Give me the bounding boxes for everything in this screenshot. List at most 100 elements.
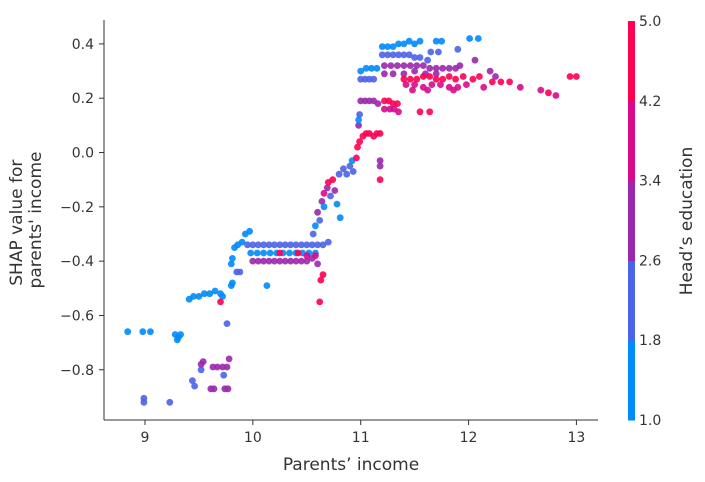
data-point: [405, 51, 413, 59]
data-point: [260, 257, 267, 265]
data-point: [545, 89, 552, 97]
data-point: [319, 241, 327, 249]
data-point: [238, 238, 246, 246]
data-point: [312, 252, 319, 260]
data-point: [271, 257, 278, 265]
data-point: [389, 70, 397, 78]
data-point: [389, 43, 397, 50]
data-point: [298, 257, 305, 265]
data-point: [395, 108, 402, 116]
data-point: [376, 176, 384, 184]
y-axis-label: SHAP value for parents' income: [7, 152, 46, 289]
data-point: [124, 328, 132, 336]
data-point: [395, 40, 402, 48]
data-point: [177, 331, 185, 338]
data-point: [400, 51, 408, 59]
data-point: [427, 48, 435, 56]
data-point: [229, 255, 236, 262]
x-tick-label: 11: [352, 430, 370, 446]
data-point: [428, 81, 436, 88]
data-point: [445, 64, 453, 72]
data-point: [276, 241, 284, 249]
data-point: [384, 51, 392, 59]
data-point: [376, 130, 384, 137]
data-point: [199, 358, 207, 365]
data-point: [308, 241, 316, 249]
data-point: [362, 64, 370, 72]
data-point: [197, 366, 205, 374]
data-point: [353, 154, 360, 162]
data-point: [378, 43, 386, 50]
data-point: [287, 241, 294, 249]
data-point: [229, 279, 236, 287]
data-point: [260, 241, 267, 249]
data-point: [327, 192, 334, 200]
colorbar-segment: [628, 21, 635, 102]
data-point: [281, 257, 289, 265]
data-point: [492, 73, 499, 80]
data-point: [450, 86, 457, 94]
data-point: [166, 398, 174, 406]
data-point: [411, 81, 418, 88]
data-point: [249, 257, 257, 265]
data-point: [318, 198, 326, 205]
data-point: [173, 336, 181, 344]
data-point: [286, 249, 293, 257]
data-point: [419, 62, 427, 69]
colorbar-tick-label: 4.2: [639, 94, 661, 110]
data-point: [454, 45, 462, 53]
data-point: [298, 241, 305, 249]
data-point: [314, 208, 321, 216]
data-point: [409, 86, 416, 94]
x-tick-label: 13: [568, 430, 586, 446]
data-point: [189, 377, 196, 384]
data-point: [394, 62, 401, 69]
colorbar-tick-label: 1.8: [639, 333, 661, 349]
data-point: [323, 184, 331, 192]
data-point: [324, 238, 332, 246]
data-point: [140, 398, 148, 406]
data-point: [227, 260, 235, 268]
data-point: [435, 48, 442, 56]
data-point: [537, 86, 545, 94]
data-point: [287, 257, 294, 265]
data-point: [426, 64, 434, 72]
data-point: [320, 189, 328, 197]
data-point: [220, 371, 228, 379]
data-point: [456, 62, 464, 69]
data-point: [381, 70, 388, 78]
data-point: [439, 75, 447, 83]
data-point: [445, 73, 453, 80]
data-point: [438, 37, 445, 45]
data-point: [463, 81, 470, 88]
data-point: [236, 268, 244, 276]
data-point: [381, 105, 388, 113]
data-point: [432, 75, 440, 83]
data-point: [400, 62, 408, 69]
colorbar-tick-label: 3.4: [639, 174, 661, 190]
data-point: [402, 81, 410, 88]
data-point: [357, 67, 365, 75]
data-point: [378, 51, 386, 59]
data-point: [303, 257, 311, 265]
y-tick-label: −0.4: [60, 254, 94, 270]
data-point: [387, 62, 395, 69]
data-point: [303, 252, 311, 260]
data-point: [343, 170, 351, 178]
colorbar-segment: [628, 340, 635, 421]
x-axis-label: Parents’ income: [283, 455, 419, 475]
data-point: [471, 56, 479, 64]
data-point: [395, 51, 402, 59]
data-point: [400, 75, 408, 83]
data-point: [223, 363, 231, 371]
data-point: [340, 165, 347, 173]
data-point: [356, 138, 363, 146]
data-point: [400, 70, 408, 78]
data-point: [317, 276, 325, 284]
y-tick-label: −0.2: [60, 200, 94, 216]
data-point: [432, 70, 440, 78]
data-point: [276, 257, 284, 265]
data-point: [411, 67, 418, 75]
data-point: [466, 35, 473, 42]
